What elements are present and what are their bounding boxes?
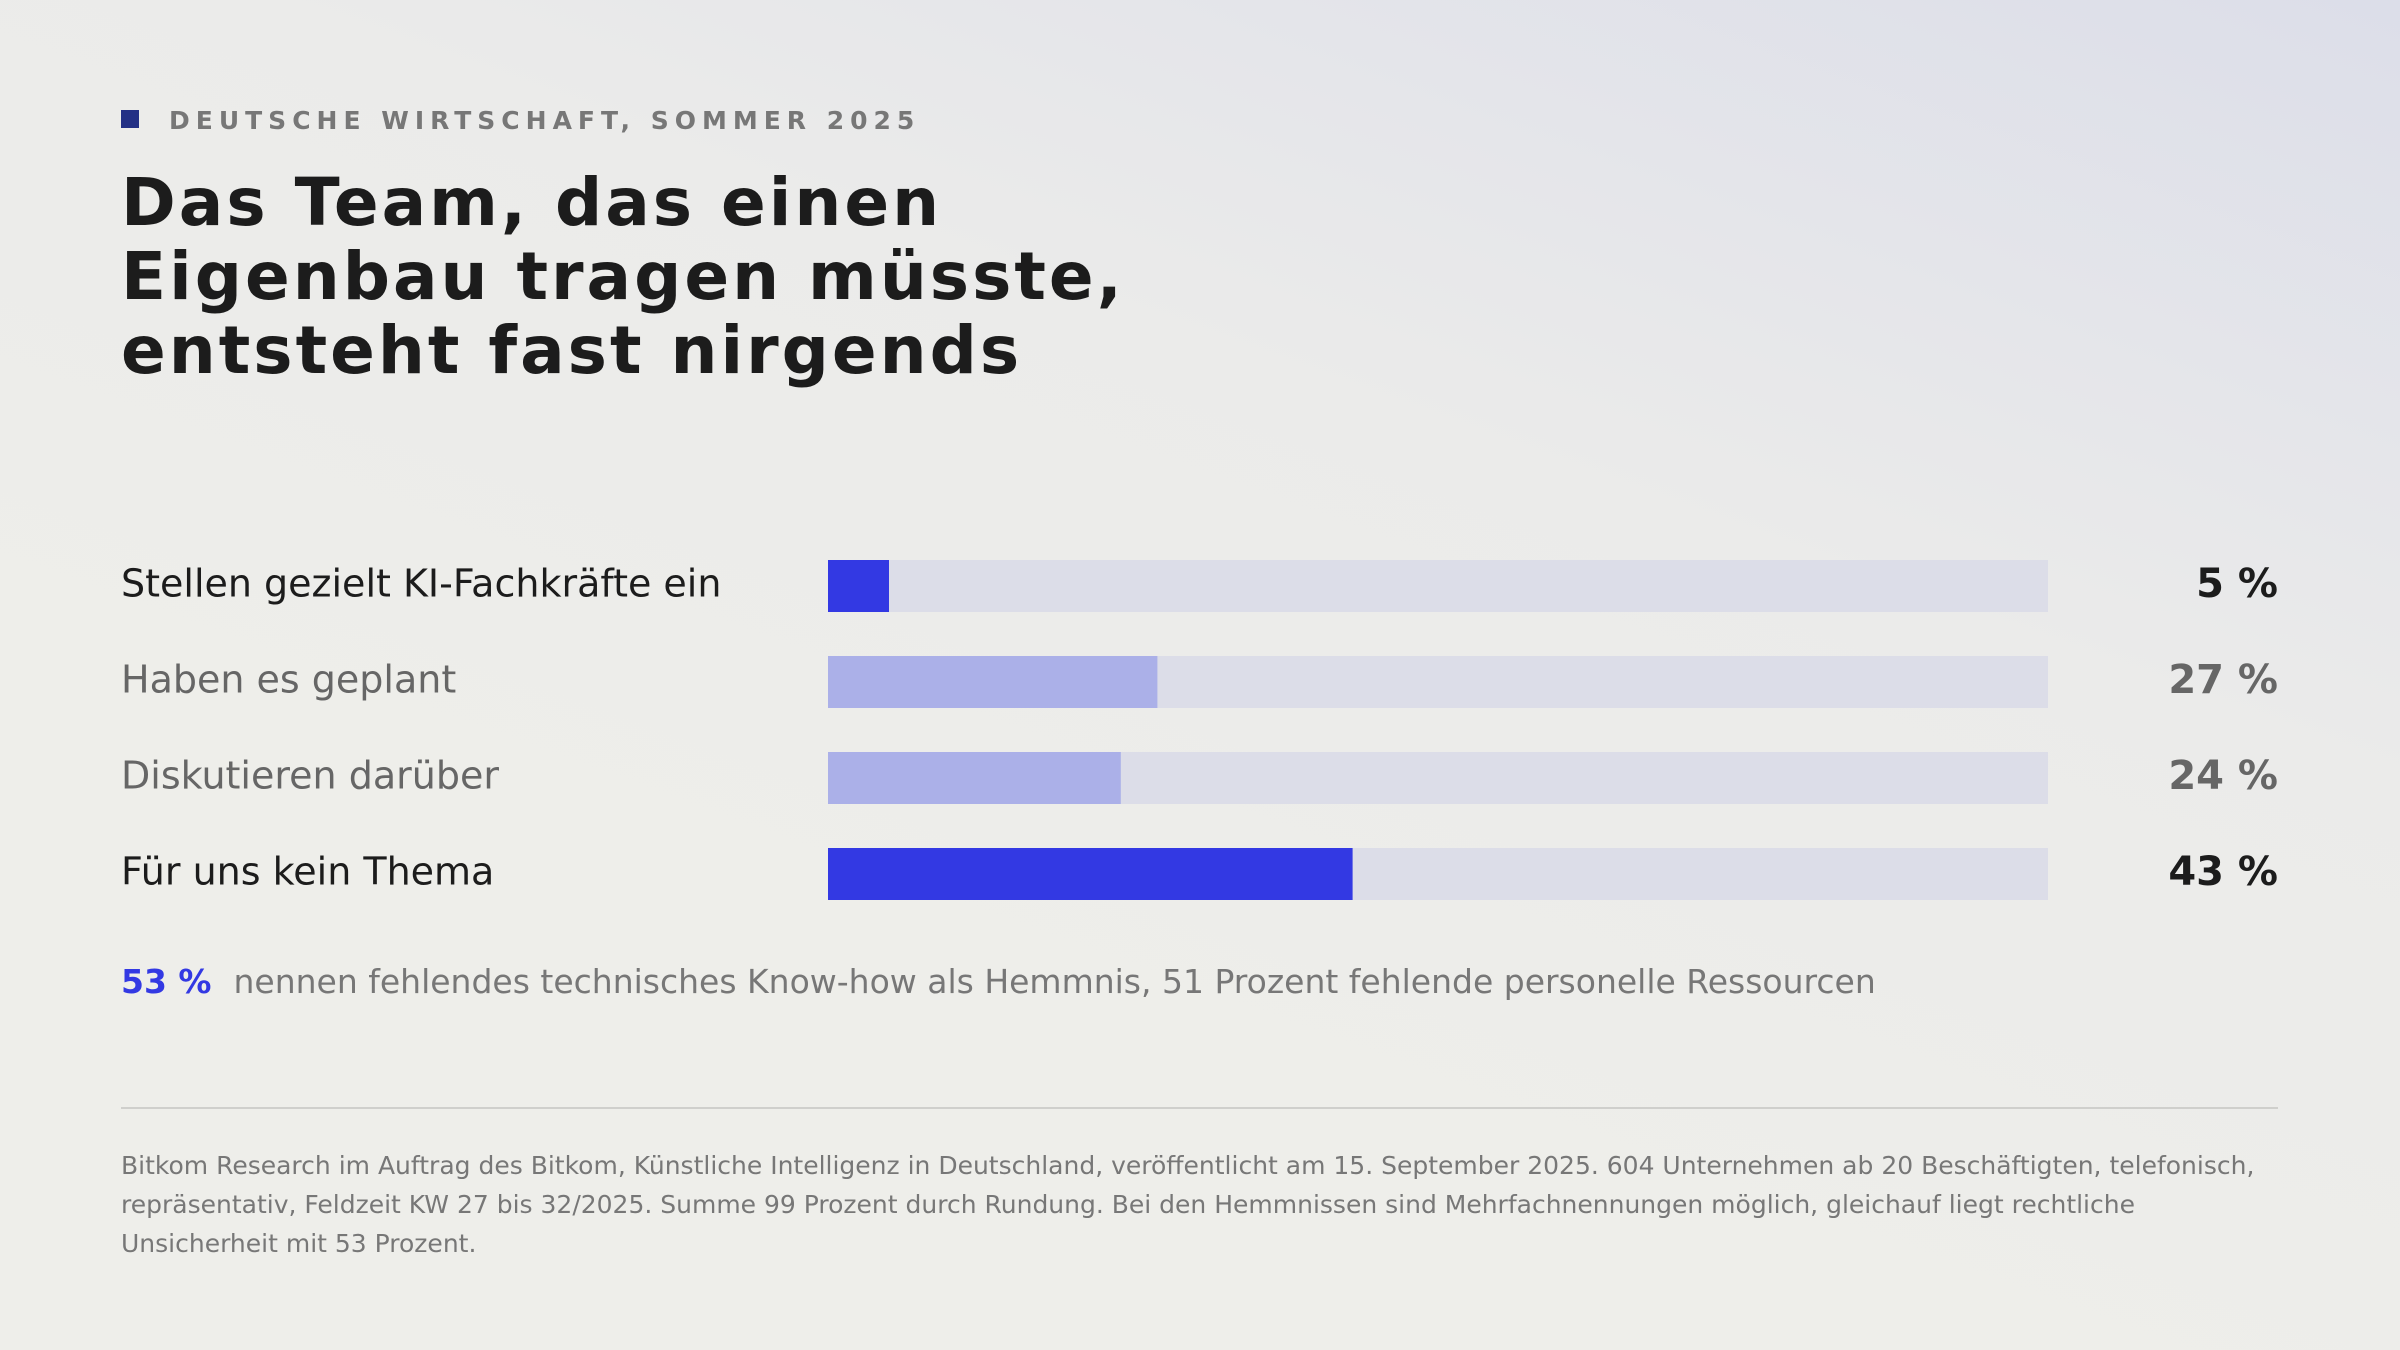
divider [121, 1107, 2278, 1109]
footnote: Bitkom Research im Auftrag des Bitkom, K… [121, 1151, 2255, 1258]
note-highlight: 53 % [121, 962, 212, 1001]
value-label: 27 % [2168, 657, 2278, 703]
category-label: Diskutieren darüber [121, 754, 499, 798]
chart-title: Das Team, das einen Eigenbau tragen müss… [121, 164, 1125, 389]
bar [828, 848, 1353, 900]
chart: Stellen gezielt KI-Fachkräfte ein 5 % Habe… [121, 560, 2278, 900]
value-label: 43 % [2168, 849, 2278, 895]
value-label: 5 % [2196, 561, 2278, 607]
category-label: Haben es geplant [121, 658, 456, 702]
category-label: Stellen gezielt KI-Fachkräfte ein [121, 562, 721, 606]
value-label: 24 % [2168, 753, 2278, 799]
kicker-marker [121, 110, 139, 128]
bar [828, 560, 889, 612]
bar [828, 656, 1158, 708]
bar-track [828, 560, 2048, 612]
category-label: Für uns kein Thema [121, 850, 494, 894]
note: 53 % nennen fehlendes technisches Know-ho… [121, 960, 1876, 1004]
note-text: nennen fehlendes technisches Know-how al… [233, 962, 1876, 1001]
kicker: DEUTSCHE WIRTSCHAFT, SOMMER 2025 [169, 106, 921, 135]
bar [828, 752, 1121, 804]
